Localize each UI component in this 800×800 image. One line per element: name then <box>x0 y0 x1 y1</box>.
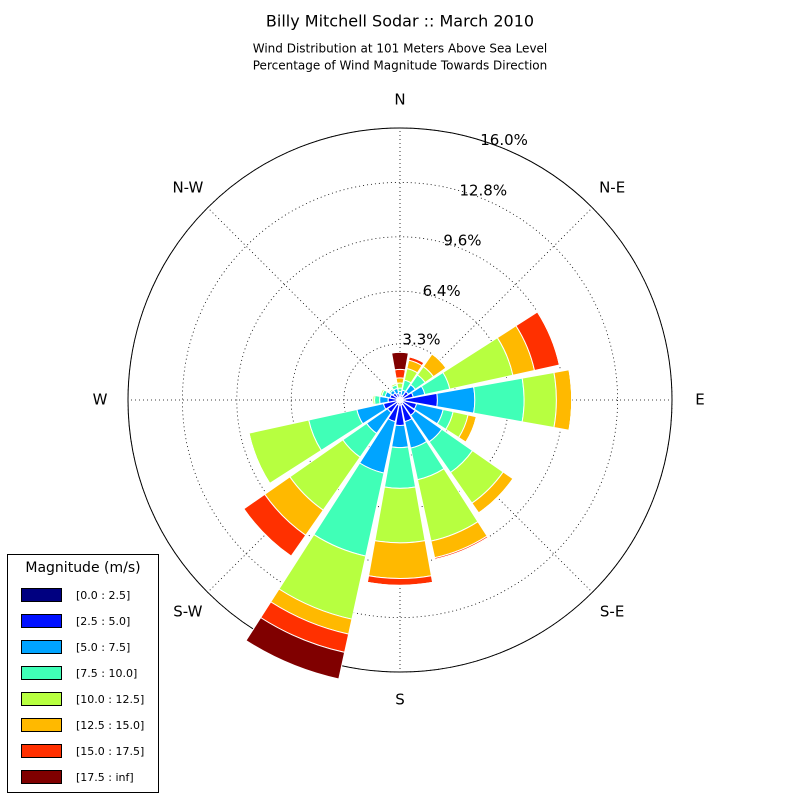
legend-title: Magnitude (m/s) <box>25 560 140 576</box>
wind-bar <box>391 351 409 371</box>
wind-bar <box>388 388 393 393</box>
wind-bar <box>568 369 573 431</box>
wind-bar <box>379 388 384 396</box>
wind-bar <box>374 486 426 544</box>
wind-bar <box>245 616 346 680</box>
direction-label: S-E <box>600 603 624 621</box>
grid-spoke <box>399 207 593 401</box>
r-tick-label: 9.6% <box>443 232 481 250</box>
wind-bar <box>383 446 417 489</box>
legend-label: [12.5 : 15.0] <box>76 719 144 732</box>
direction-label: S <box>395 691 405 709</box>
legend-label: [17.5 : inf] <box>76 771 134 784</box>
wind-bar <box>374 394 381 406</box>
r-tick-label: 16.0% <box>480 131 528 149</box>
direction-label: W <box>93 391 108 409</box>
r-tick-label: 6.4% <box>423 282 461 300</box>
legend-label: [0.0 : 2.5] <box>76 589 130 602</box>
wind-bar <box>396 382 404 389</box>
legend-swatch <box>21 744 62 758</box>
legend-label: [2.5 : 5.0] <box>76 615 130 628</box>
wind-bar <box>553 369 573 431</box>
legend-swatch <box>21 614 62 628</box>
legend-swatch <box>21 640 62 654</box>
grid-circle <box>127 127 673 673</box>
wind-bar <box>473 377 525 423</box>
direction-label: N <box>394 91 405 109</box>
direction-label: N-W <box>172 178 203 196</box>
grid-circle <box>181 181 619 619</box>
grid-spoke <box>207 207 401 401</box>
wind-bar <box>521 371 557 429</box>
wind-bar <box>395 377 405 384</box>
chart-title: Billy Mitchell Sodar :: March 2010 <box>266 12 534 31</box>
direction-label: N-E <box>599 178 625 196</box>
legend-label: [10.0 : 12.5] <box>76 693 144 706</box>
r-tick-label: 12.8% <box>459 181 507 199</box>
legend-swatch <box>21 666 62 680</box>
legend-swatch <box>21 692 62 706</box>
legend-label: [7.5 : 10.0] <box>76 667 137 680</box>
chart-subtitle: Percentage of Wind Magnitude Towards Dir… <box>253 59 547 73</box>
chart-subtitle: Wind Distribution at 101 Meters Above Se… <box>253 42 548 56</box>
legend-swatch <box>21 588 62 602</box>
wind-bar <box>368 539 432 579</box>
wind-bar <box>394 368 406 379</box>
r-tick-label: 3.3% <box>402 331 440 349</box>
legend-label: [15.0 : 17.5] <box>76 745 144 758</box>
direction-label: E <box>695 391 704 409</box>
legend-swatch <box>21 718 62 732</box>
legend-label: [5.0 : 7.5] <box>76 641 130 654</box>
wind-bar <box>248 433 271 484</box>
direction-label: S-W <box>173 603 202 621</box>
legend-swatch <box>21 770 62 784</box>
